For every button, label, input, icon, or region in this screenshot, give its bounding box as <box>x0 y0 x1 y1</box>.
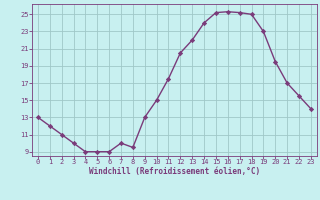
X-axis label: Windchill (Refroidissement éolien,°C): Windchill (Refroidissement éolien,°C) <box>89 167 260 176</box>
